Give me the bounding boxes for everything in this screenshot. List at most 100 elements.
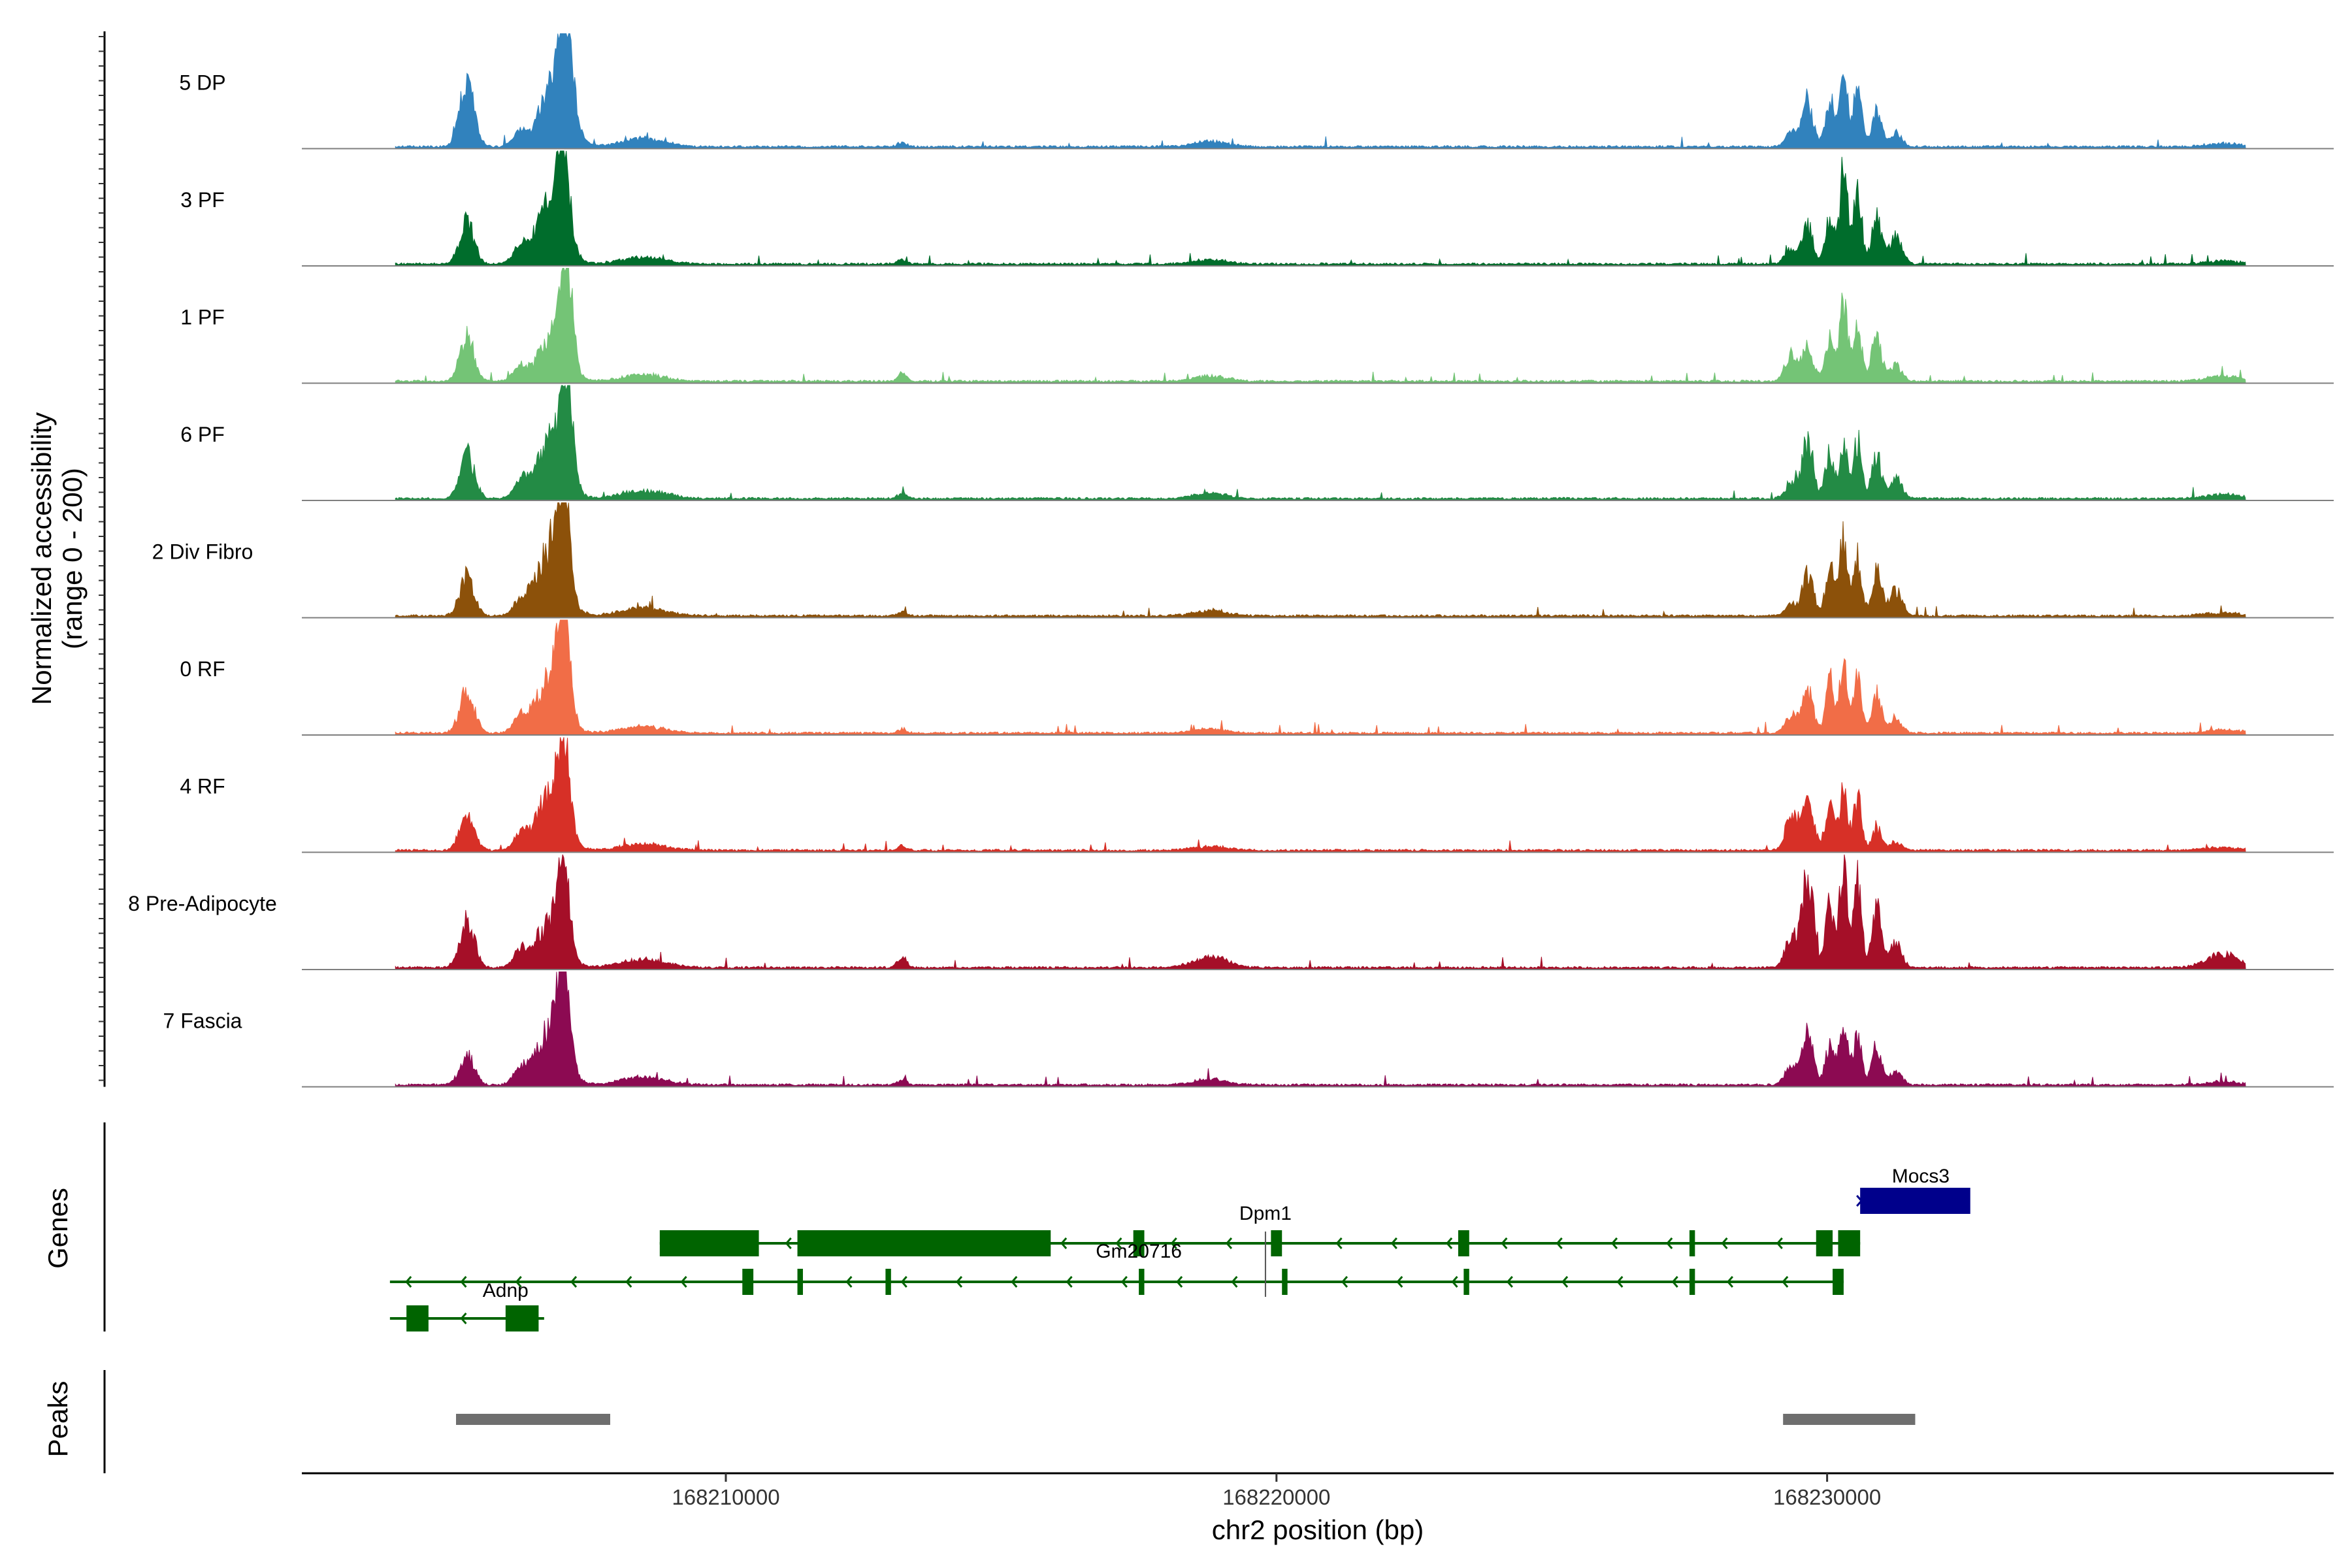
strand-arrow xyxy=(1231,1276,1238,1288)
y-axis xyxy=(99,31,106,1087)
gene-label: Mocs3 xyxy=(1892,1166,1950,1187)
exon-block xyxy=(1860,1188,1970,1214)
gene-label: Adnp xyxy=(483,1280,529,1301)
x-tick-label: 168230000 xyxy=(1773,1485,1881,1509)
exon-block xyxy=(1463,1269,1469,1295)
strand-arrow xyxy=(1782,1276,1789,1288)
peaks-track-title: Peaks xyxy=(42,1381,73,1458)
strand-arrow xyxy=(405,1276,412,1288)
strand-arrow xyxy=(1616,1276,1624,1288)
coverage-track: 0 RF xyxy=(180,619,2334,736)
peak-region xyxy=(1783,1414,1916,1425)
gene-label: Gm20716 xyxy=(1096,1241,1182,1262)
strand-arrow xyxy=(515,1276,522,1288)
exon-block xyxy=(1133,1230,1145,1256)
coverage-track: 3 PF xyxy=(180,150,2334,267)
strand-arrow xyxy=(625,1276,632,1288)
strand-arrow xyxy=(1610,1237,1618,1249)
strand-arrow xyxy=(1176,1276,1183,1288)
strand-arrow xyxy=(1120,1276,1128,1288)
gene-track: Mocs3 Dpm1 Gm20716 Adnp xyxy=(389,1166,1970,1331)
x-tick-label: 168220000 xyxy=(1222,1485,1330,1509)
exon-block xyxy=(1282,1269,1288,1295)
strand-arrow xyxy=(1446,1237,1453,1249)
exon-block xyxy=(797,1269,803,1295)
exon-block xyxy=(406,1305,429,1331)
x-axis-title: chr2 position (bp) xyxy=(1212,1514,1424,1545)
y-axis-title-line1: Normalized accessibility xyxy=(26,412,57,705)
track-label: 0 RF xyxy=(180,657,225,681)
strand-arrow xyxy=(570,1276,578,1288)
coverage-area xyxy=(395,33,2246,149)
exon-block xyxy=(1816,1230,1833,1256)
strand-arrow xyxy=(900,1276,907,1288)
strand-arrow xyxy=(1501,1237,1508,1249)
exon-block xyxy=(1689,1230,1695,1256)
strand-arrow xyxy=(1396,1276,1403,1288)
coverage-track: 7 Fascia xyxy=(163,972,2334,1088)
exon-block xyxy=(742,1269,754,1295)
coverage-area xyxy=(395,268,2246,384)
strand-arrow xyxy=(845,1276,853,1288)
track-label: 5 DP xyxy=(179,71,225,95)
exon-block xyxy=(1139,1269,1145,1295)
exon-block xyxy=(1458,1230,1469,1256)
exon-block xyxy=(797,1230,1051,1256)
strand-arrow xyxy=(1721,1237,1728,1249)
strand-arrow xyxy=(1856,1195,1863,1207)
exon-block xyxy=(659,1230,759,1256)
coverage-area xyxy=(395,150,2246,267)
y-axis-title-line2: (range 0 - 200) xyxy=(57,468,88,649)
transcript xyxy=(1856,1188,1970,1214)
coverage-area xyxy=(395,737,2246,853)
peaks-track xyxy=(455,1414,1916,1425)
track-label: 3 PF xyxy=(180,188,225,212)
strand-arrow xyxy=(1671,1276,1678,1288)
x-axis-ticks: 168210000 168220000 168230000 xyxy=(672,1473,1881,1509)
strand-arrow xyxy=(1451,1276,1458,1288)
exon-block xyxy=(1689,1269,1695,1295)
strand-arrow xyxy=(1506,1276,1513,1288)
strand-arrow xyxy=(1341,1276,1348,1288)
strand-arrow xyxy=(1776,1237,1783,1249)
strand-arrow xyxy=(785,1237,792,1249)
coverage-area xyxy=(395,972,2246,1087)
strand-arrow xyxy=(1060,1237,1068,1249)
coverage-track: 1 PF xyxy=(180,268,2334,384)
strand-arrow xyxy=(1666,1237,1673,1249)
track-label: 6 PF xyxy=(180,423,225,446)
coverage-area xyxy=(395,502,2246,618)
coverage-track: 6 PF xyxy=(180,384,2334,501)
transcript xyxy=(389,1305,544,1331)
exon-block xyxy=(1838,1230,1861,1256)
strand-arrow xyxy=(1011,1276,1018,1288)
strand-arrow xyxy=(1225,1237,1233,1249)
x-tick-label: 168210000 xyxy=(672,1485,779,1509)
coverage-area xyxy=(395,619,2246,736)
strand-arrow xyxy=(1561,1276,1569,1288)
coverage-track: 4 RF xyxy=(180,737,2334,853)
strand-arrow xyxy=(460,1276,467,1288)
strand-arrow xyxy=(680,1276,687,1288)
strand-arrow xyxy=(1066,1276,1073,1288)
exon-block xyxy=(505,1305,539,1331)
coverage-area xyxy=(395,384,2246,501)
exon-block xyxy=(885,1269,891,1295)
strand-arrow xyxy=(1115,1237,1122,1249)
exon-block xyxy=(1271,1230,1282,1256)
track-label: 1 PF xyxy=(180,306,225,329)
strand-arrow xyxy=(1726,1276,1734,1288)
track-label: 8 Pre-Adipocyte xyxy=(128,892,277,915)
strand-arrow xyxy=(1556,1237,1563,1249)
strand-arrow xyxy=(460,1313,467,1324)
exon-block xyxy=(1833,1269,1844,1295)
coverage-track: 2 Div Fibro xyxy=(152,502,2334,619)
gene-label: Dpm1 xyxy=(1239,1203,1292,1224)
track-label: 2 Div Fibro xyxy=(152,540,253,564)
coverage-tracks: 5 DP 3 PF 1 PF 6 PF 2 Div Fibro 0 RF 4 RF 8 Pre… xyxy=(128,33,2334,1088)
genes-track-title: Genes xyxy=(42,1188,73,1269)
strand-arrow xyxy=(1390,1237,1397,1249)
strand-arrow xyxy=(1170,1237,1177,1249)
coverage-track: 8 Pre-Adipocyte xyxy=(128,854,2334,970)
